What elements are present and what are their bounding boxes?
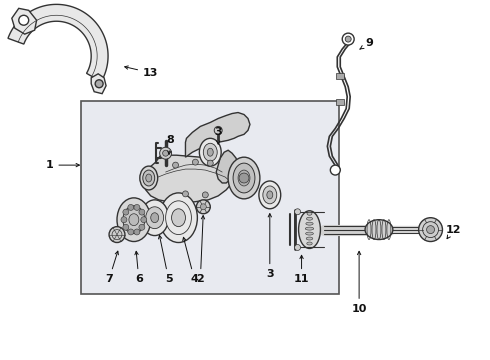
Text: 5: 5 [158,235,172,284]
Circle shape [200,204,206,210]
Ellipse shape [146,207,164,229]
Ellipse shape [199,138,221,166]
Circle shape [160,147,172,159]
Text: 7: 7 [105,251,119,284]
Ellipse shape [146,174,152,182]
Ellipse shape [298,211,320,248]
Ellipse shape [228,157,260,199]
Text: 6: 6 [135,251,143,284]
Ellipse shape [141,200,169,235]
Circle shape [294,244,300,251]
Ellipse shape [143,170,155,186]
Circle shape [134,204,140,210]
Text: 11: 11 [294,255,309,284]
Circle shape [214,126,222,134]
Text: 8: 8 [167,135,174,154]
Circle shape [239,173,249,183]
Polygon shape [91,74,106,94]
Circle shape [134,229,140,235]
Circle shape [172,162,178,168]
Polygon shape [185,113,250,157]
Ellipse shape [172,209,185,227]
Ellipse shape [238,170,250,186]
Circle shape [123,224,129,230]
Text: 3: 3 [266,213,273,279]
Polygon shape [216,150,238,183]
Circle shape [342,33,354,45]
Ellipse shape [129,214,139,226]
Ellipse shape [306,222,313,225]
Text: 3: 3 [215,127,222,144]
Bar [336,99,344,105]
Ellipse shape [267,191,273,199]
Text: 13: 13 [125,66,158,78]
Circle shape [141,217,147,223]
Circle shape [422,222,439,238]
Polygon shape [8,4,108,82]
Ellipse shape [306,237,313,240]
Circle shape [418,218,442,242]
Ellipse shape [151,213,159,223]
Ellipse shape [306,217,313,220]
Ellipse shape [207,148,213,156]
Circle shape [196,200,210,214]
Circle shape [163,150,169,156]
Text: 10: 10 [351,251,367,314]
Circle shape [427,226,435,234]
Circle shape [202,192,208,198]
Circle shape [128,204,134,210]
Text: 2: 2 [196,216,205,284]
Ellipse shape [306,232,314,235]
Ellipse shape [123,206,145,234]
Bar [81,100,339,294]
Ellipse shape [166,201,192,235]
Circle shape [193,159,198,165]
Polygon shape [12,8,37,34]
Circle shape [19,15,29,25]
Circle shape [294,209,300,215]
Ellipse shape [263,186,277,204]
Ellipse shape [140,166,158,190]
Ellipse shape [233,163,255,193]
Ellipse shape [365,220,393,239]
Circle shape [330,165,340,175]
Circle shape [95,80,103,88]
Circle shape [139,209,145,215]
Circle shape [345,36,351,42]
Ellipse shape [203,143,217,161]
Ellipse shape [160,193,197,243]
Ellipse shape [305,227,314,230]
Bar [336,73,344,79]
Circle shape [139,224,145,230]
Ellipse shape [307,212,312,215]
Text: 1: 1 [46,160,79,170]
Polygon shape [143,155,234,203]
Text: 9: 9 [360,38,373,49]
Circle shape [128,229,134,235]
Circle shape [123,209,129,215]
Circle shape [207,160,213,166]
Text: 4: 4 [183,237,198,284]
Circle shape [182,191,189,197]
Circle shape [112,230,122,239]
Ellipse shape [259,181,281,209]
Circle shape [109,227,125,243]
Ellipse shape [117,198,151,242]
Ellipse shape [307,242,312,245]
Circle shape [121,217,127,223]
Text: 12: 12 [445,225,461,239]
